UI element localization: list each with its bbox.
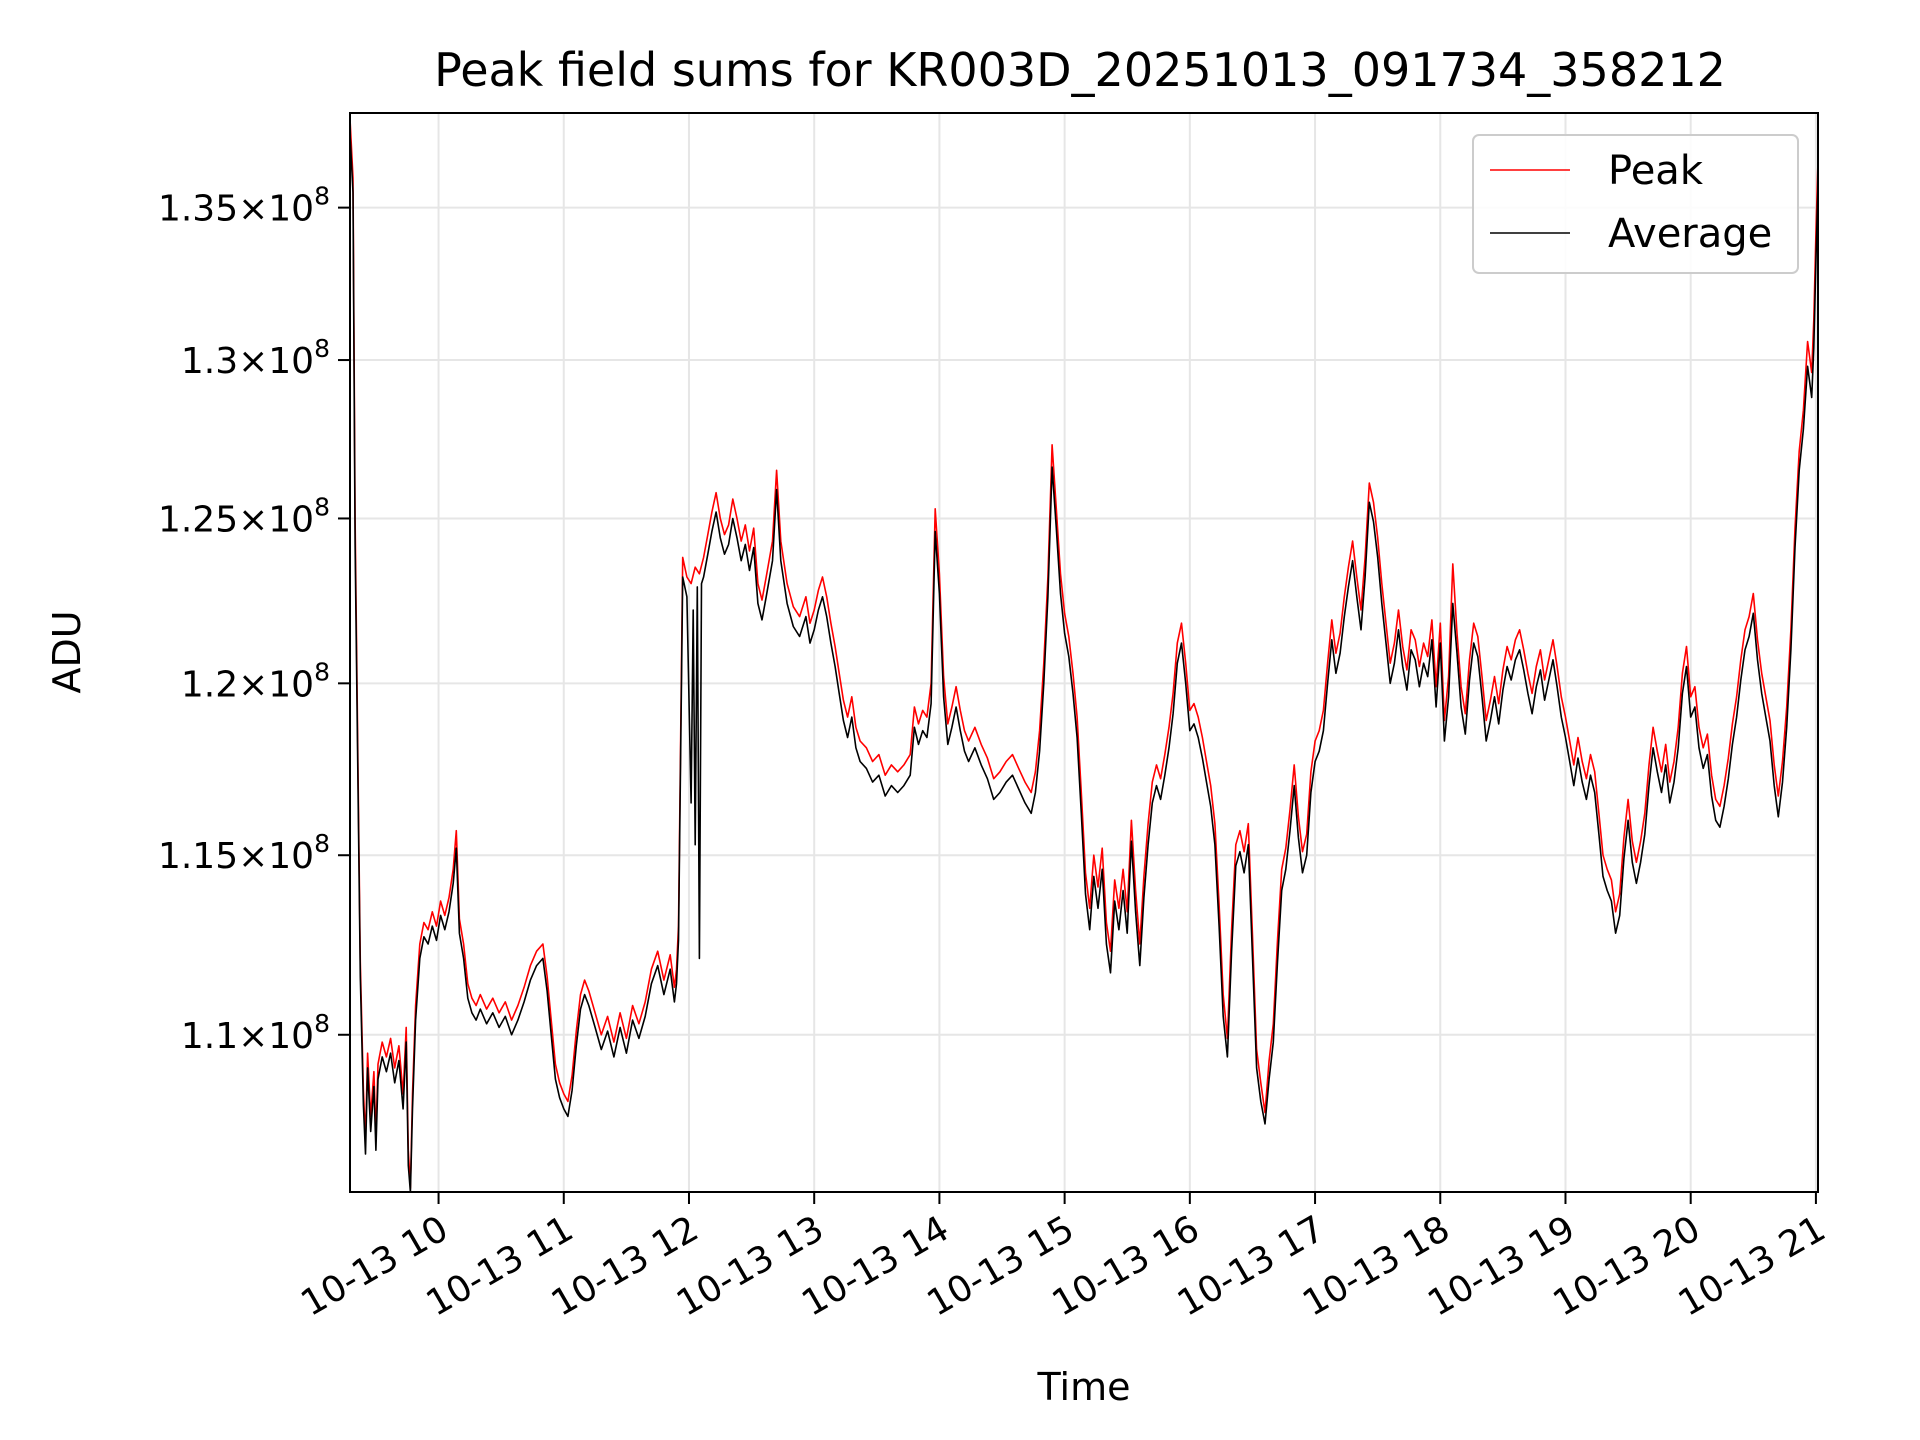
y-tick-label: 1.15×108 [158, 829, 330, 877]
y-tick-label: 1.2×108 [181, 657, 330, 705]
legend-label-average: Average [1608, 211, 1772, 257]
series-line-peak [349, 118, 1819, 1189]
y-tick-label: 1.25×108 [158, 492, 330, 540]
series-line-average [349, 133, 1819, 1193]
y-tick-label: 1.3×108 [181, 334, 330, 382]
y-tick-label: 1.35×108 [158, 182, 330, 230]
series-layer [349, 118, 1819, 1193]
legend: Peak Average [1472, 134, 1799, 274]
legend-label-peak: Peak [1608, 148, 1704, 194]
x-axis-label: Time [1037, 1365, 1131, 1409]
chart-title: Peak field sums for KR003D_20251013_0917… [434, 43, 1726, 97]
y-axis: 1.1×108 1.15×108 1.2×108 1.25×108 1.3×108 1.3… [158, 182, 350, 1057]
plot-frame [349, 112, 1819, 1193]
y-tick-label: 1.1×108 [181, 1009, 330, 1057]
y-axis-label: ADU [45, 610, 89, 693]
